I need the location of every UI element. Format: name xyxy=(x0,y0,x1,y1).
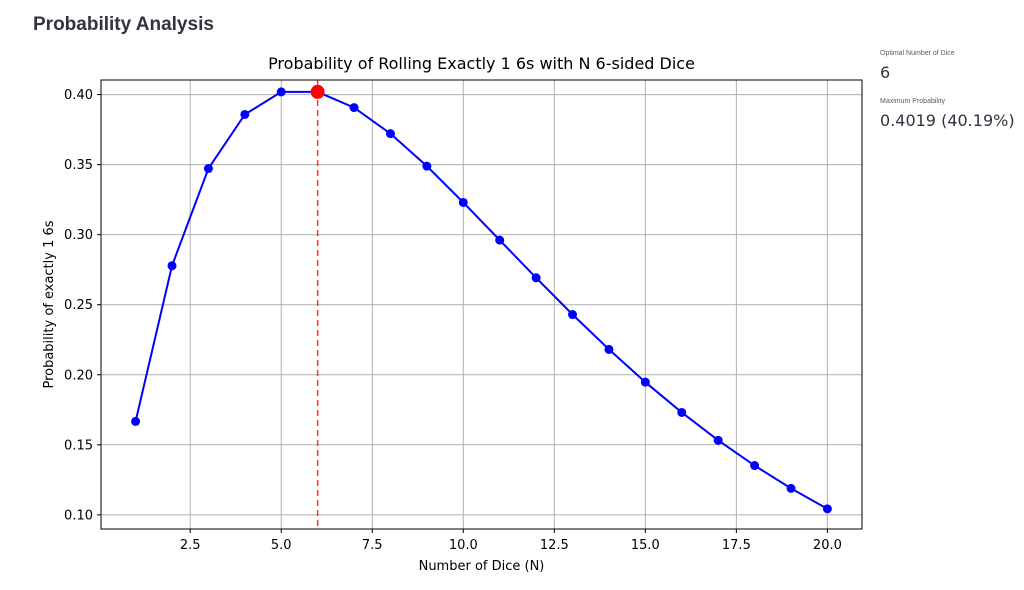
plot-frame xyxy=(100,79,863,530)
data-point xyxy=(822,504,832,514)
x-tick-label: 7.5 xyxy=(362,538,383,553)
y-tick-label: 0.40 xyxy=(64,88,93,103)
chart-area: 2.5 5.0 7.5 10.0 12.5 15.0 17.5 20.0 0.10 0.15 0.2… xyxy=(42,54,863,574)
metric-max-probability-value: 0.4019 (40.19%) xyxy=(880,111,1015,130)
data-point xyxy=(385,129,395,139)
data-point xyxy=(167,261,177,271)
data-point xyxy=(203,164,213,174)
x-axis-label: Number of Dice (N) xyxy=(419,559,545,574)
data-point xyxy=(604,344,614,354)
data-point xyxy=(422,161,432,171)
y-tick-label: 0.35 xyxy=(64,158,93,173)
data-point xyxy=(786,483,796,493)
data-point xyxy=(640,377,650,387)
data-point xyxy=(131,416,141,426)
metric-max-probability-label: Maximum Probability xyxy=(880,98,945,105)
probability-line-chart: 2.5 5.0 7.5 10.0 12.5 15.0 17.5 20.0 0.10 0.15 0.2… xyxy=(42,54,863,574)
x-tick-label: 12.5 xyxy=(540,538,569,553)
metric-optimal-dice-label: Optimal Number of Dice xyxy=(880,50,955,57)
data-point xyxy=(713,435,723,445)
data-point xyxy=(495,235,505,245)
page-title: Probability Analysis xyxy=(33,14,214,35)
data-point xyxy=(458,197,468,207)
x-tick-label: 15.0 xyxy=(631,538,660,553)
data-point xyxy=(349,103,359,113)
data-point xyxy=(240,109,250,119)
y-tick-label: 0.25 xyxy=(64,298,93,313)
max-point-marker xyxy=(310,84,325,99)
data-point xyxy=(677,407,687,417)
x-tick-label: 10.0 xyxy=(449,538,478,553)
y-tick-label: 0.30 xyxy=(64,228,93,243)
x-tick-label: 2.5 xyxy=(180,538,201,553)
y-axis-label: Probability of exactly 1 6s xyxy=(42,220,57,388)
data-point xyxy=(276,87,286,97)
metric-optimal-dice-value: 6 xyxy=(880,63,891,82)
x-tick-label: 17.5 xyxy=(722,538,751,553)
data-point xyxy=(750,461,760,471)
metric-optimal-dice: Optimal Number of Dice 6 xyxy=(880,50,955,82)
y-tick-label: 0.10 xyxy=(64,508,93,523)
data-point xyxy=(531,273,541,283)
data-point xyxy=(568,310,578,320)
x-tick-label: 5.0 xyxy=(271,538,292,553)
y-tick-label: 0.15 xyxy=(64,438,93,453)
metric-max-probability: Maximum Probability 0.4019 (40.19%) xyxy=(880,98,1015,130)
x-tick-label: 20.0 xyxy=(813,538,842,553)
series-line xyxy=(134,90,828,510)
chart-title: Probability of Rolling Exactly 1 6s with… xyxy=(268,54,695,73)
y-tick-label: 0.20 xyxy=(64,368,93,383)
